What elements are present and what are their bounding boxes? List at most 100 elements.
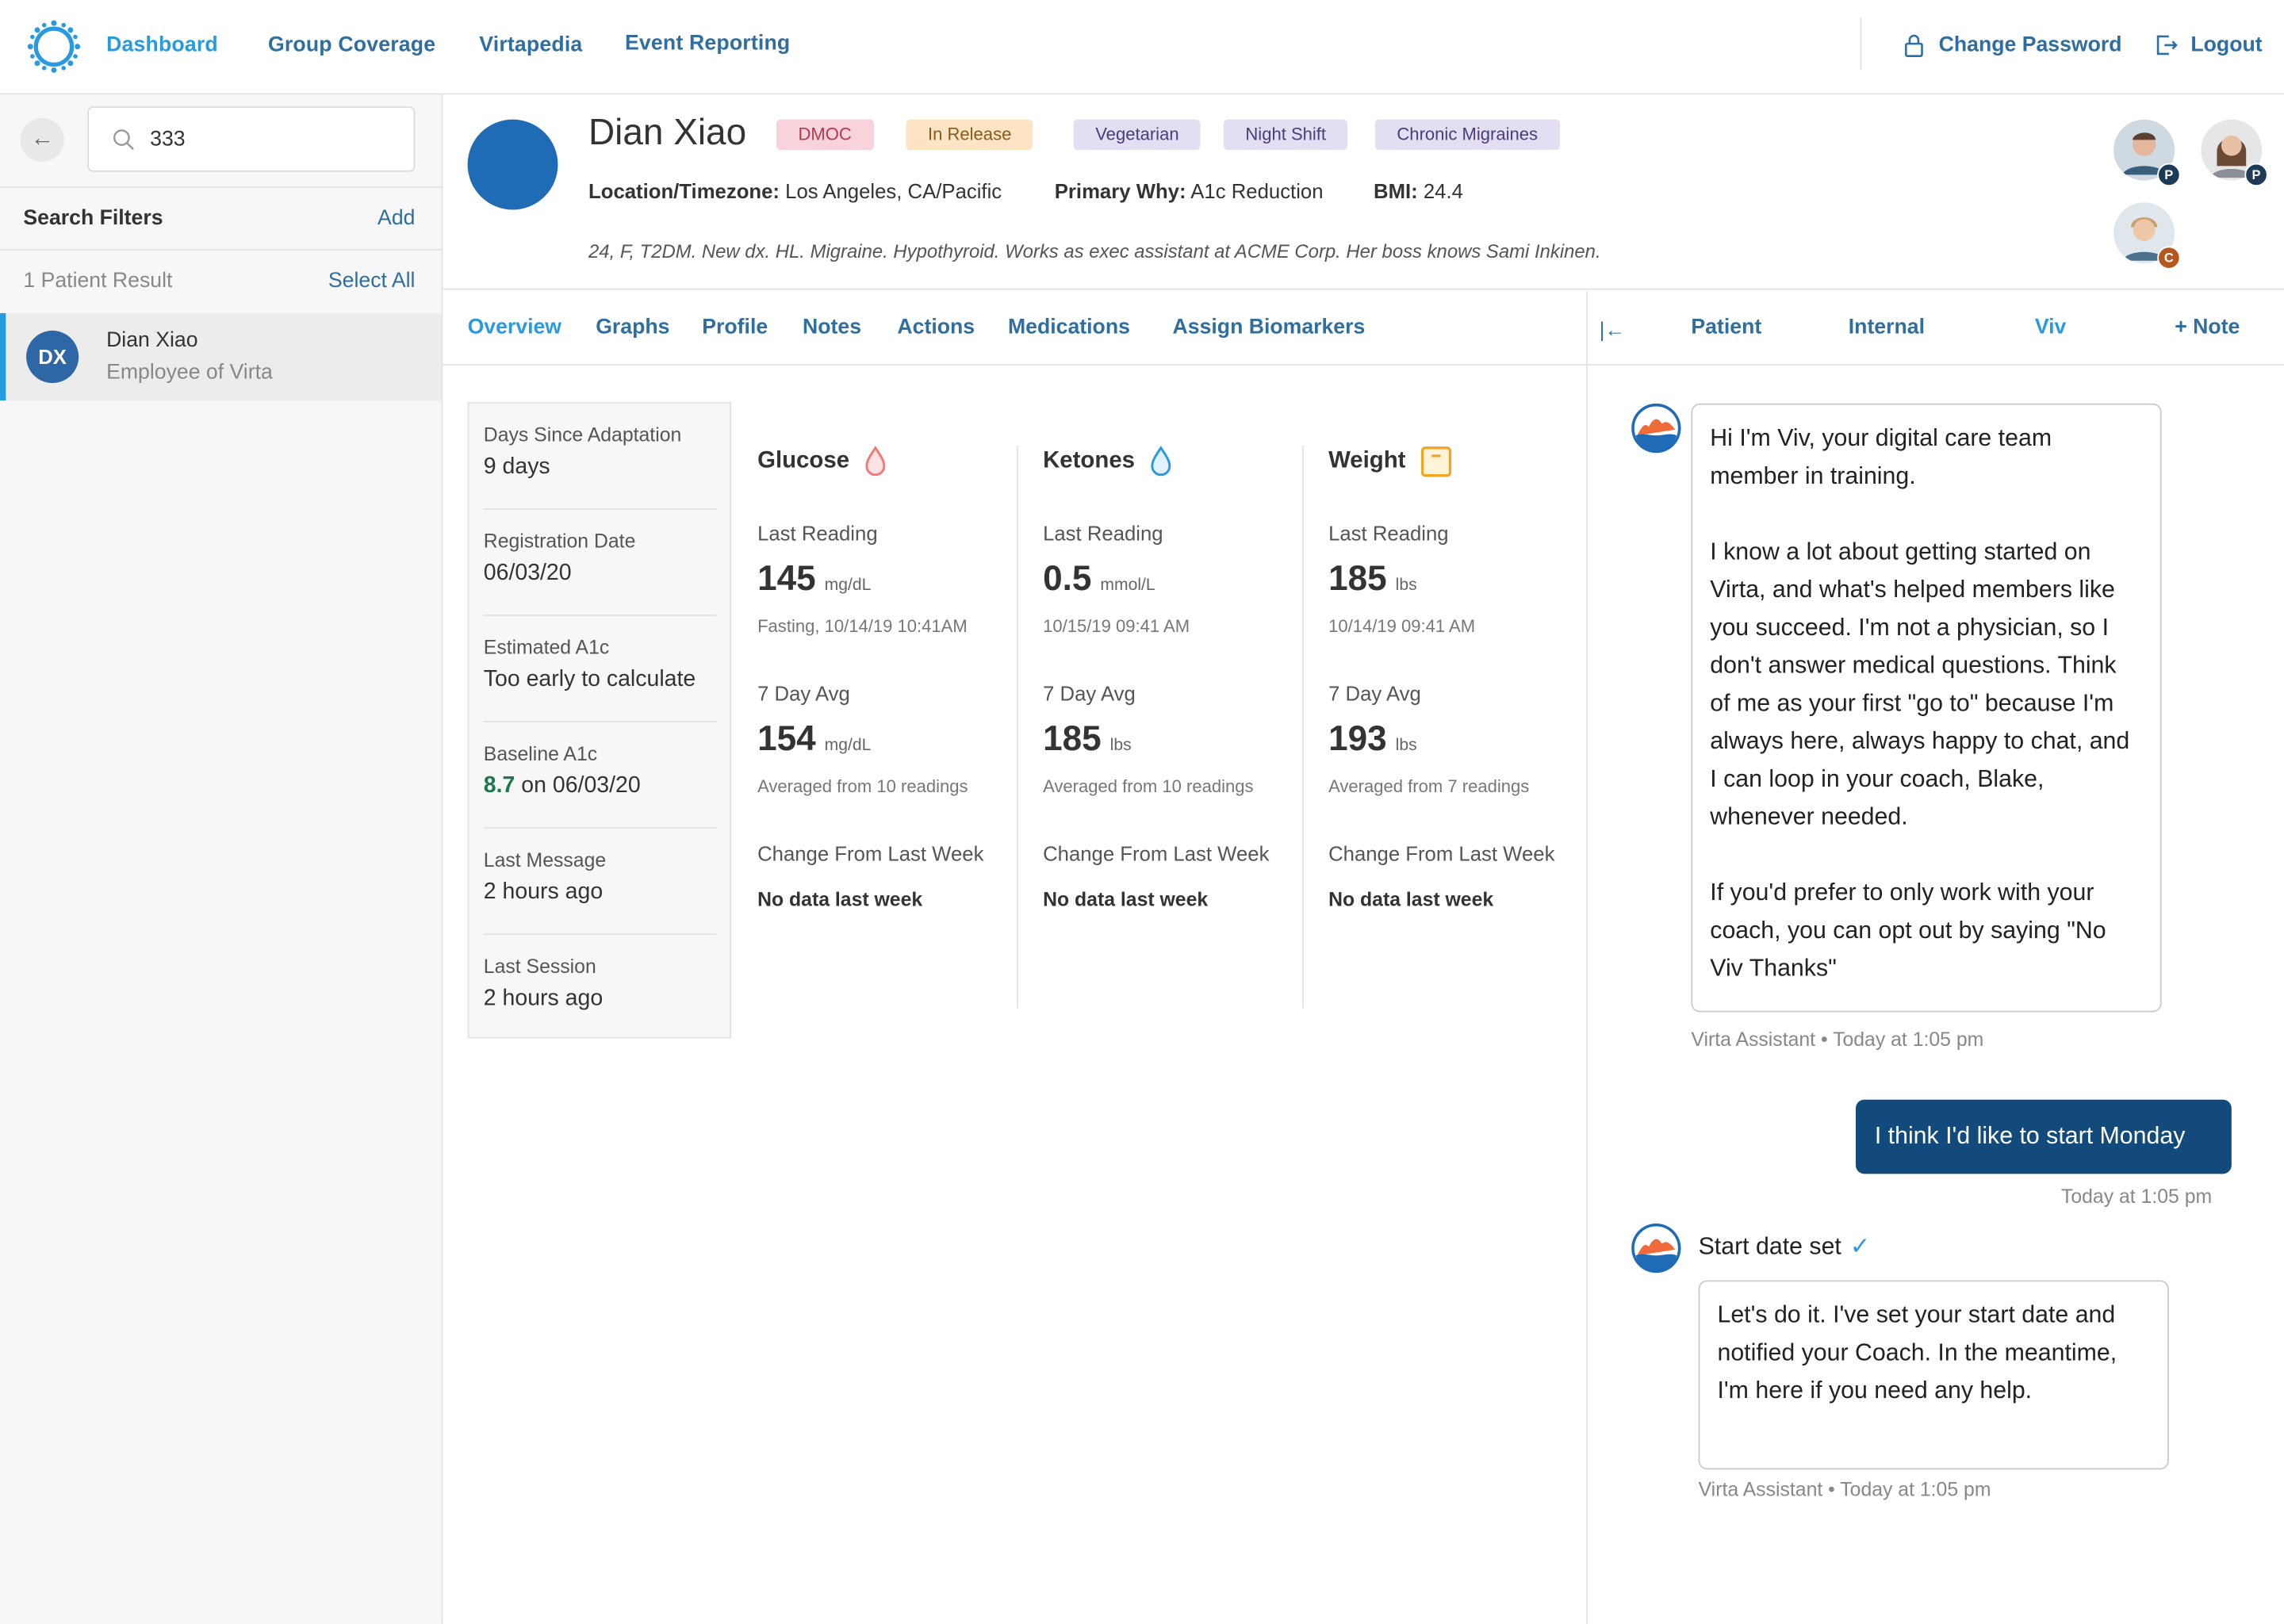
tag-badge[interactable]: Night Shift <box>1223 119 1348 151</box>
nav-event-reporting[interactable]: Event Reporting <box>624 32 791 56</box>
stat-value: 2 hours ago <box>483 986 604 1011</box>
value-number: 154 <box>757 719 816 759</box>
biomarker-title: Glucose <box>757 446 1020 477</box>
avg-value: 154 mg/dL <box>757 719 871 760</box>
tab-patient[interactable]: Patient <box>1691 316 1762 339</box>
page-title: Dian Xiao <box>588 112 747 153</box>
biomarker-glucose: Glucose Last Reading 145 mg/dL Fasting, 1… <box>757 446 1020 910</box>
change-value: No data last week <box>1043 888 1209 910</box>
panel-divider <box>1586 366 1588 1624</box>
biomarker-name: Weight <box>1328 448 1406 473</box>
tab-actions[interactable]: Actions <box>897 316 975 339</box>
stat-value: Too early to calculate <box>483 667 696 692</box>
divider <box>483 508 717 510</box>
tab-overview[interactable]: Overview <box>467 316 562 339</box>
back-arrow-icon[interactable]: ← <box>20 117 64 162</box>
change-value: No data last week <box>757 888 923 910</box>
care-team-avatar[interactable]: P <box>2201 119 2268 187</box>
select-all-button[interactable]: Select All <box>328 269 416 293</box>
logout-link[interactable]: Logout <box>2153 32 2263 58</box>
tab-medications[interactable]: Medications <box>1007 316 1130 339</box>
tab-profile[interactable]: Profile <box>702 316 768 339</box>
patient-list-item[interactable]: DX Dian Xiao Employee of Virta <box>0 312 442 401</box>
tag-badge[interactable]: In Release <box>906 119 1033 151</box>
bmi-meta: BMI: 24.4 <box>1374 179 1463 202</box>
stat-label: Registration Date <box>483 530 636 553</box>
avg-value: 185 lbs <box>1043 719 1132 760</box>
care-team-avatar[interactable]: C <box>2113 202 2181 270</box>
add-note-button[interactable]: + Note <box>2175 316 2240 339</box>
patient-description: 24, F, T2DM. New dx. HL. Migraine. Hypot… <box>588 240 1601 262</box>
message-meta: Virta Assistant • Today at 1:05 pm <box>1698 1478 1991 1500</box>
search-box[interactable] <box>87 106 416 172</box>
stat-value: 9 days <box>483 454 550 480</box>
divider <box>483 615 717 616</box>
stat-baseline-a1c: Baseline A1c 8.7 on 06/03/20 <box>484 743 717 800</box>
nav-group-coverage[interactable]: Group Coverage <box>267 33 436 57</box>
change-password-link[interactable]: Change Password <box>1901 32 2122 58</box>
value-number: 145 <box>757 559 816 599</box>
baseline-a1c-value: 8.7 <box>483 773 515 799</box>
search-input[interactable] <box>150 122 398 158</box>
tag-badge[interactable]: Chronic Migraines <box>1374 119 1560 151</box>
patient-tabs: Overview Graphs Profile Notes Actions Me… <box>443 291 1587 366</box>
avg-value: 193 lbs <box>1328 719 1417 760</box>
start-date-set-label: Start date set ✓ <box>1699 1232 1871 1262</box>
stat-days-since-adaptation: Days Since Adaptation 9 days <box>484 423 717 481</box>
search-icon <box>113 129 134 151</box>
search-filters-label: Search Filters <box>23 206 163 231</box>
avg-label: 7 Day Avg <box>1043 681 1136 705</box>
care-team-avatar[interactable]: P <box>2113 119 2181 187</box>
tab-viv[interactable]: Viv <box>2034 316 2067 339</box>
patient-avatar <box>467 119 558 210</box>
stat-estimated-a1c: Estimated A1c Too early to calculate <box>484 637 717 694</box>
last-reading-label: Last Reading <box>1328 521 1449 545</box>
value-unit: mg/dL <box>824 576 872 595</box>
change-label: Change From Last Week <box>1043 841 1270 865</box>
viv-message-bubble: Let's do it. I've set your start date an… <box>1698 1280 2169 1470</box>
avatar <box>2201 119 2263 181</box>
tag-badge[interactable]: Vegetarian <box>1073 119 1201 151</box>
results-count: 1 Patient Result <box>23 269 173 293</box>
nav-virtapedia[interactable]: Virtapedia <box>479 33 583 57</box>
nav-dashboard[interactable]: Dashboard <box>106 33 218 57</box>
divider <box>483 827 717 829</box>
last-reading-label: Last Reading <box>1043 521 1163 545</box>
logout-label: Logout <box>2190 33 2263 57</box>
collapse-panel-icon[interactable]: |← <box>1599 317 1626 341</box>
tab-internal[interactable]: Internal <box>1848 316 1925 339</box>
tab-notes[interactable]: Notes <box>803 316 862 339</box>
stats-panel: Days Since Adaptation 9 days Registratio… <box>467 401 732 1039</box>
change-label: Change From Last Week <box>1328 841 1555 865</box>
value-unit: lbs <box>1395 737 1417 755</box>
stat-label: Estimated A1c <box>483 636 610 659</box>
stat-last-message: Last Message 2 hours ago <box>484 849 717 906</box>
role-badge: P <box>2157 163 2181 187</box>
stat-registration-date: Registration Date 06/03/20 <box>484 530 717 588</box>
value-unit: lbs <box>1395 576 1417 595</box>
stat-label: Baseline A1c <box>483 742 598 765</box>
biomarker-ketones: Ketones Last Reading 0.5 mmol/L 10/15/19 … <box>1043 446 1305 910</box>
last-reading-label: Last Reading <box>757 521 878 545</box>
drop-blue-icon <box>1151 446 1171 477</box>
tab-assign-biomarkers[interactable]: Assign Biomarkers <box>1172 316 1366 339</box>
role-badge: P <box>2244 163 2268 187</box>
divider <box>483 933 717 936</box>
tag-badge[interactable]: DMOC <box>776 119 874 151</box>
drop-red-icon <box>865 446 886 477</box>
stat-label: Last Session <box>483 955 596 978</box>
message-paragraph: I know a lot about getting started on Vi… <box>1710 538 2130 830</box>
value-number: 185 <box>1328 559 1387 599</box>
avatar <box>2113 202 2175 264</box>
stat-label: Last Message <box>483 848 607 871</box>
tab-graphs[interactable]: Graphs <box>596 316 670 339</box>
virta-logo-icon[interactable] <box>26 19 82 75</box>
checkmark-icon: ✓ <box>1849 1233 1871 1260</box>
bmi-label: BMI: <box>1374 178 1418 203</box>
message-meta: Today at 1:05 pm <box>2060 1185 2213 1208</box>
nav-divider <box>1860 17 1862 71</box>
lock-icon <box>1905 34 1923 57</box>
biomarker-title: Ketones <box>1043 446 1305 477</box>
add-filter-button[interactable]: Add <box>377 206 416 231</box>
